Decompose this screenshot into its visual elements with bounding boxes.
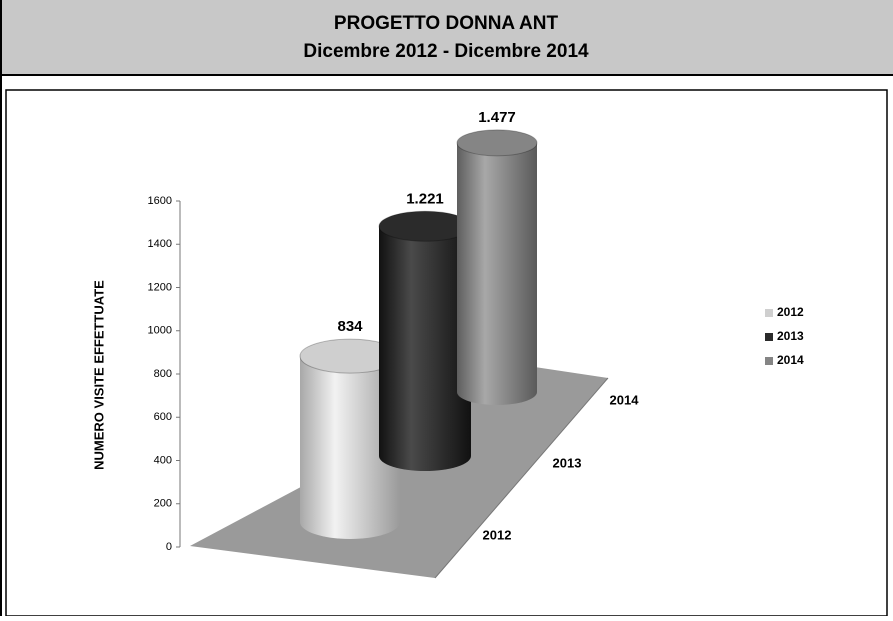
y-tick-label: 1000 (148, 325, 172, 337)
value-label: 834 (337, 318, 363, 335)
y-tick-label: 1400 (148, 238, 172, 250)
legend-label: 2012 (777, 305, 804, 319)
value-label: 1.477 (478, 109, 516, 126)
y-tick-label: 1200 (148, 281, 172, 293)
legend-swatch (765, 357, 773, 365)
depth-tick-label: 2012 (483, 527, 512, 542)
y-tick-label: 400 (154, 454, 172, 466)
cylinder-body (457, 142, 537, 392)
depth-tick-label: 2013 (553, 455, 582, 470)
y-axis-label: NUMERO VISITE EFFETTUATE (91, 280, 106, 470)
depth-tick-label: 2014 (610, 392, 640, 407)
legend-swatch (765, 333, 773, 341)
y-tick-label: 200 (154, 498, 172, 510)
chart-subtitle: Dicembre 2012 - Dicembre 2014 (303, 41, 589, 62)
legend-label: 2013 (777, 329, 804, 343)
legend-label: 2014 (777, 353, 804, 367)
value-label: 1.221 (406, 190, 444, 207)
depth-axis (434, 377, 609, 579)
chart-title: PROGETTO DONNA ANT (334, 13, 559, 34)
header (0, 0, 893, 75)
y-tick-label: 800 (154, 368, 172, 380)
legend-swatch (765, 309, 773, 317)
cylinder-body (379, 226, 471, 456)
y-tick-label: 600 (154, 411, 172, 423)
y-tick-label: 1600 (148, 195, 172, 207)
cylinder-top (456, 129, 538, 157)
y-tick-label: 0 (166, 541, 172, 553)
